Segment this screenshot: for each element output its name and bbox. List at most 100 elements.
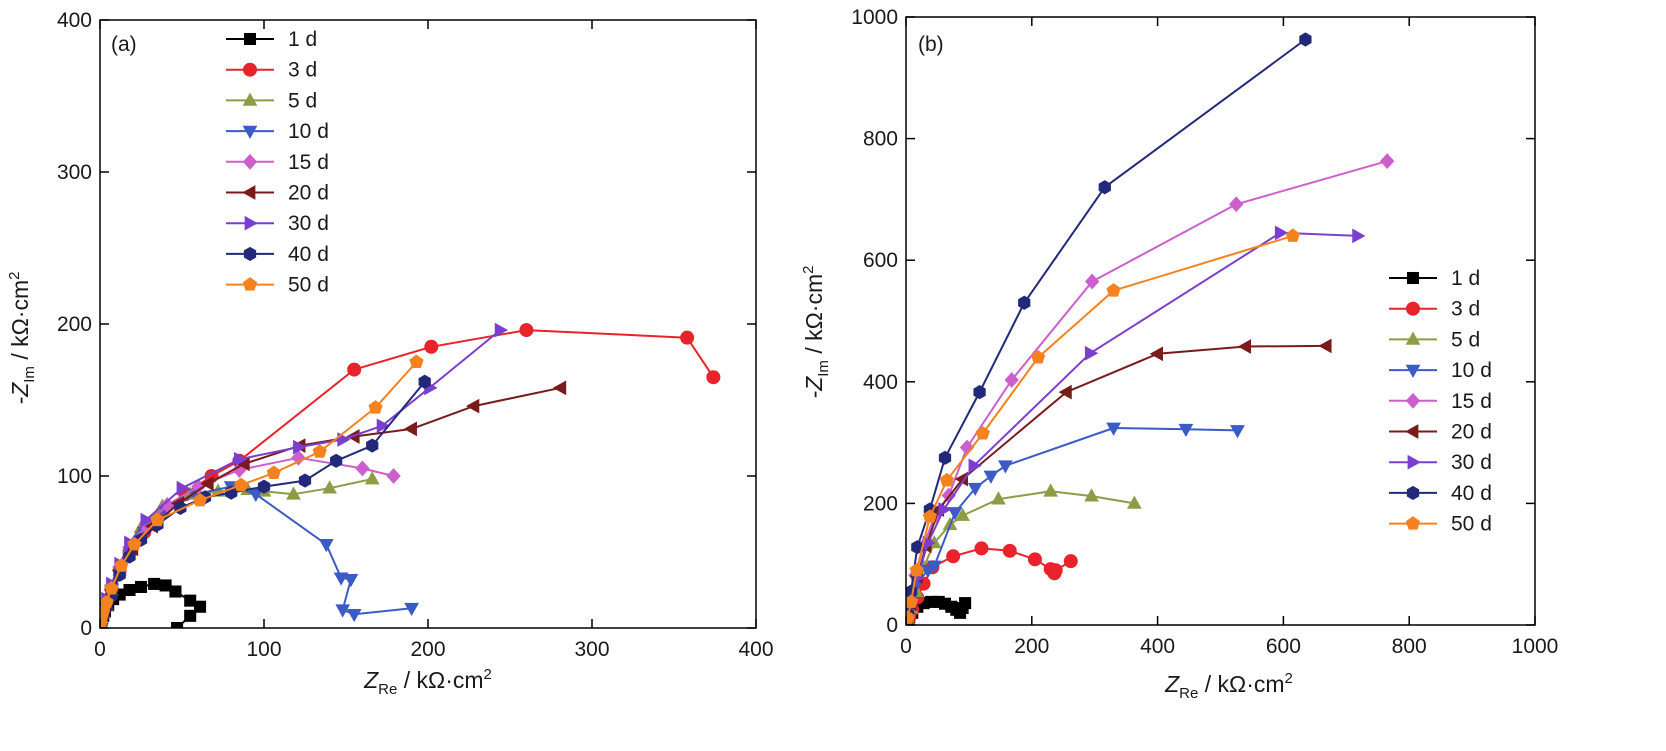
legend-marker — [1406, 485, 1420, 500]
legend: 1 d 3 d 5 d 10 d 15 d 20 d 30 d 40 d 50 d — [1389, 267, 1492, 536]
data-point — [926, 560, 942, 574]
y-axis-symbol: -Z — [801, 376, 827, 399]
data-point — [1285, 228, 1300, 242]
data-point — [123, 583, 136, 597]
data-point — [257, 479, 271, 494]
y-axis-superscript: 2 — [6, 272, 23, 280]
x-axis-symbol: Z — [363, 667, 379, 693]
legend-item: 5 d — [1389, 328, 1480, 351]
data-point — [127, 536, 142, 551]
legend-item: 50 d — [226, 274, 329, 297]
legend-marker — [1406, 301, 1420, 316]
series-1d — [906, 595, 972, 625]
data-point — [234, 451, 248, 467]
panel-a-nyquist-plot: 0 100 200 300 400 0 100 200 300 400 (a) ZRe / kΩ·cm… — [6, 9, 774, 698]
data-point — [293, 439, 307, 455]
legend-marker — [242, 277, 258, 291]
data-point — [1048, 563, 1063, 578]
x-axis-subscript: Re — [378, 681, 397, 698]
legend: 1 d 3 d 5 d 10 d 15 d 20 d 30 d 40 d 50 d — [226, 28, 329, 297]
legend-marker — [1406, 271, 1420, 285]
legend-label: 20 d — [1451, 421, 1492, 444]
legend-marker — [1405, 331, 1421, 345]
data-point — [194, 600, 207, 613]
y-axis-label: -ZIm / kΩ·cm2 — [800, 266, 832, 399]
data-point — [184, 609, 197, 622]
y-tick-label: 1000 — [851, 6, 898, 29]
data-point — [706, 370, 721, 385]
series-3d — [100, 323, 721, 628]
plot-frame — [99, 19, 757, 629]
data-point — [312, 444, 327, 458]
y-axis-subscript: Im — [21, 366, 38, 383]
data-point — [176, 480, 190, 496]
y-tick-label: 0 — [80, 617, 92, 640]
data-point — [1126, 495, 1142, 509]
data-point — [322, 480, 337, 494]
legend-marker — [1405, 392, 1421, 409]
series-30d — [906, 225, 1366, 624]
legend-label: 20 d — [288, 182, 329, 205]
data-point — [376, 418, 390, 434]
data-point — [494, 322, 509, 338]
series-line — [100, 329, 715, 624]
series-10d — [100, 481, 419, 628]
y-axis-subscript: Im — [815, 360, 832, 377]
legend-marker — [242, 153, 258, 170]
x-axis-subscript: Re — [1179, 685, 1198, 702]
data-point — [291, 449, 306, 466]
legend-marker — [1407, 454, 1421, 470]
data-point — [368, 400, 383, 414]
legend-label: 10 d — [288, 120, 329, 143]
data-point — [983, 470, 999, 484]
x-axis-unit: / kΩ·cm — [397, 667, 483, 693]
x-tick-label: 1000 — [1512, 635, 1559, 658]
legend-item: 30 d — [226, 212, 329, 235]
legend-label: 15 d — [288, 151, 329, 174]
data-point — [286, 486, 301, 500]
legend-item: 30 d — [1389, 451, 1492, 474]
x-axis-label: ZRe / kΩ·cm2 — [1164, 670, 1293, 702]
series-50d — [100, 354, 424, 628]
data-point — [991, 491, 1006, 505]
series-20d — [906, 338, 1332, 625]
series-3d — [906, 541, 1078, 625]
data-point — [974, 541, 989, 556]
y-tick-label: 0 — [886, 614, 898, 637]
x-tick-label: 800 — [1392, 635, 1427, 658]
legend-marker — [244, 215, 258, 231]
data-point — [386, 468, 401, 484]
data-point — [1380, 153, 1395, 169]
x-tick-label: 600 — [1266, 635, 1301, 658]
legend-item: 20 d — [226, 182, 329, 205]
data-point — [418, 374, 431, 389]
series-40d — [906, 32, 1312, 622]
data-point — [1230, 425, 1245, 439]
data-point — [1274, 225, 1289, 241]
data-point — [922, 509, 937, 523]
y-tick-label: 200 — [57, 313, 92, 336]
y-tick-label: 100 — [57, 465, 92, 488]
data-point — [335, 604, 351, 618]
data-point — [355, 460, 370, 477]
data-point — [1027, 552, 1042, 567]
y-tick-label: 300 — [57, 161, 92, 184]
data-point — [333, 572, 349, 586]
data-point — [1063, 554, 1078, 569]
legend-label: 30 d — [288, 212, 329, 235]
x-axis-symbol: Z — [1164, 671, 1180, 697]
data-point — [1084, 345, 1099, 361]
data-point — [134, 580, 148, 593]
data-point — [552, 380, 567, 396]
data-point — [140, 512, 154, 528]
legend-marker — [243, 32, 257, 46]
data-point — [114, 558, 129, 572]
data-point — [1084, 488, 1099, 502]
y-axis-superscript: 2 — [800, 266, 817, 274]
data-point — [184, 594, 197, 607]
legend-item: 40 d — [1389, 482, 1492, 505]
data-point — [404, 602, 419, 617]
x-tick-label: 200 — [410, 638, 445, 661]
data-point — [946, 549, 961, 564]
legend-label: 3 d — [1451, 298, 1480, 321]
